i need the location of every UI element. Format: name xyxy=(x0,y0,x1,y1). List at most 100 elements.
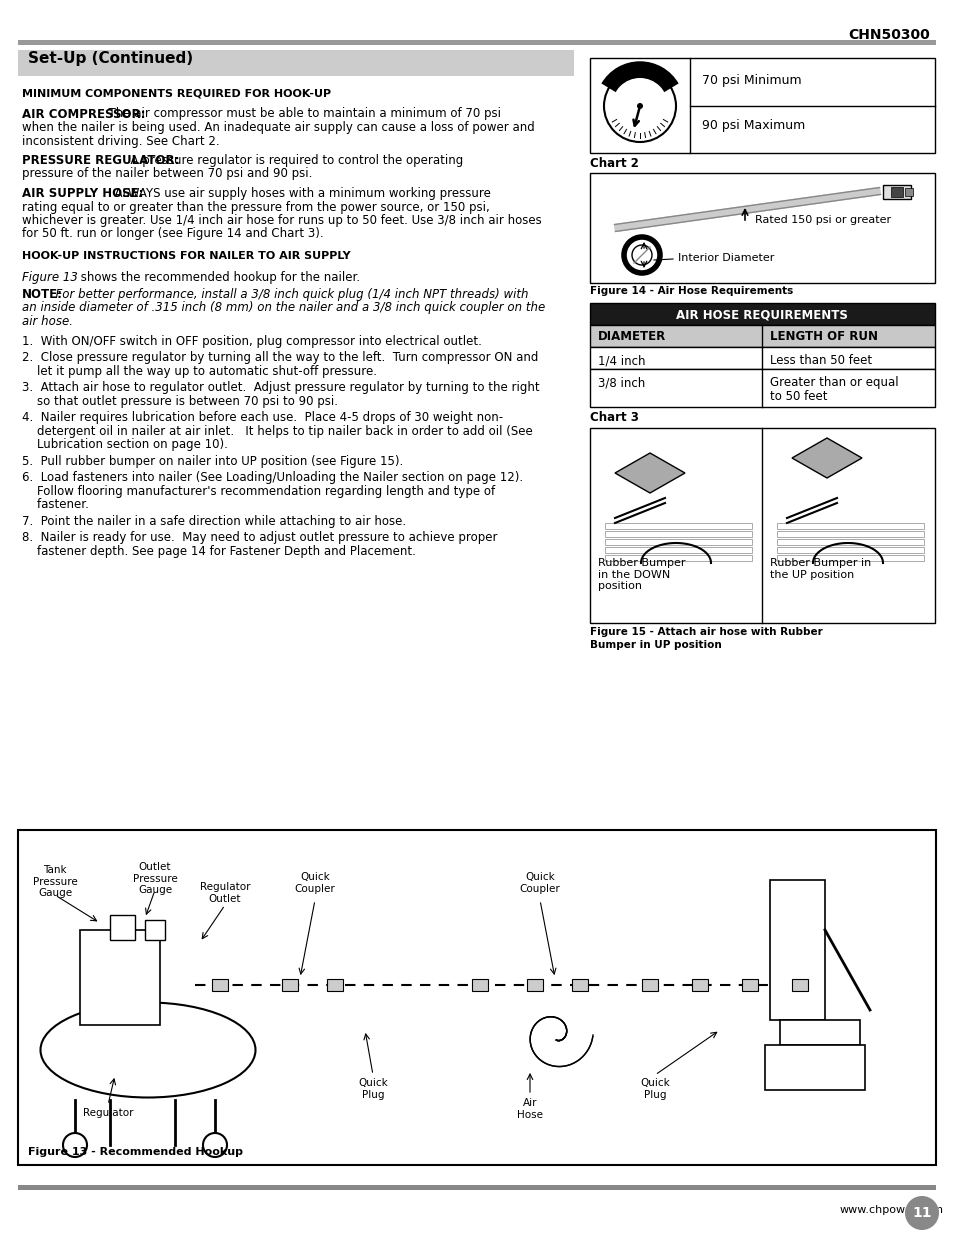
Text: 3/8 inch: 3/8 inch xyxy=(598,375,644,389)
Text: LENGTH OF RUN: LENGTH OF RUN xyxy=(769,330,877,343)
Bar xyxy=(604,522,751,529)
Text: www.chpower.com: www.chpower.com xyxy=(840,1205,943,1215)
Text: Set-Up (Continued): Set-Up (Continued) xyxy=(28,51,193,65)
Bar xyxy=(604,538,751,545)
Text: Greater than or equal: Greater than or equal xyxy=(769,375,898,389)
Text: Quick
Coupler: Quick Coupler xyxy=(519,872,559,894)
Text: Chart 2: Chart 2 xyxy=(589,157,639,170)
Text: so that outlet pressure is between 70 psi to 90 psi.: so that outlet pressure is between 70 ps… xyxy=(22,394,337,408)
Text: detergent oil in nailer at air inlet.   It helps to tip nailer back in order to : detergent oil in nailer at air inlet. It… xyxy=(22,425,532,437)
Text: 70 psi Minimum: 70 psi Minimum xyxy=(701,74,801,86)
Bar xyxy=(110,915,135,940)
Bar xyxy=(904,188,912,196)
Text: 1.  With ON/OFF switch in OFF position, plug compressor into electrical outlet.: 1. With ON/OFF switch in OFF position, p… xyxy=(22,335,481,347)
Text: Rubber Bumper in
the UP position: Rubber Bumper in the UP position xyxy=(769,558,870,579)
Bar xyxy=(776,555,923,561)
Text: fastener depth. See page 14 for Fastener Depth and Placement.: fastener depth. See page 14 for Fastener… xyxy=(22,545,416,557)
Text: for 50 ft. run or longer (see Figure 14 and Chart 3).: for 50 ft. run or longer (see Figure 14 … xyxy=(22,227,323,241)
Text: NOTE:: NOTE: xyxy=(22,288,63,301)
Circle shape xyxy=(631,245,651,266)
Text: For better performance, install a 3/8 inch quick plug (1/4 inch NPT threads) wit: For better performance, install a 3/8 in… xyxy=(49,288,529,301)
Bar xyxy=(791,979,807,990)
Text: pressure of the nailer between 70 psi and 90 psi.: pressure of the nailer between 70 psi an… xyxy=(22,168,312,180)
Bar xyxy=(604,555,751,561)
Text: Tank
Pressure
Gauge: Tank Pressure Gauge xyxy=(32,864,77,898)
Text: A pressure regulator is required to control the operating: A pressure regulator is required to cont… xyxy=(123,154,462,167)
Bar xyxy=(882,185,910,199)
Text: 3.  Attach air hose to regulator outlet.  Adjust pressure regulator by turning t: 3. Attach air hose to regulator outlet. … xyxy=(22,382,539,394)
Bar xyxy=(18,830,935,1165)
Text: Lubrication section on page 10).: Lubrication section on page 10). xyxy=(22,438,228,451)
Bar xyxy=(282,979,297,990)
Bar xyxy=(604,547,751,553)
Circle shape xyxy=(904,1195,938,1230)
Bar xyxy=(18,49,574,77)
Bar xyxy=(776,522,923,529)
Text: 6.  Load fasteners into nailer (See Loading/Unloading the Nailer section on page: 6. Load fasteners into nailer (See Loadi… xyxy=(22,471,522,484)
Bar xyxy=(589,173,934,283)
Bar xyxy=(589,369,934,408)
Text: to 50 feet: to 50 feet xyxy=(769,390,826,403)
Bar xyxy=(18,1186,935,1191)
Bar xyxy=(18,40,935,44)
Bar xyxy=(776,538,923,545)
Bar xyxy=(776,547,923,553)
Text: Figure 13 - Recommended Hookup: Figure 13 - Recommended Hookup xyxy=(28,1147,243,1157)
Bar xyxy=(589,347,934,369)
Circle shape xyxy=(603,70,676,142)
Bar xyxy=(589,58,934,153)
Circle shape xyxy=(63,1132,87,1157)
Bar xyxy=(526,979,542,990)
Text: Less than 50 feet: Less than 50 feet xyxy=(769,354,871,367)
Text: Follow flooring manufacturer's recommendation regarding length and type of: Follow flooring manufacturer's recommend… xyxy=(22,484,495,498)
Text: Regulator: Regulator xyxy=(83,1108,133,1118)
Bar xyxy=(212,979,228,990)
Bar xyxy=(776,531,923,537)
Polygon shape xyxy=(615,453,684,493)
Text: 11: 11 xyxy=(911,1207,931,1220)
Text: Figure 15 - Attach air hose with Rubber: Figure 15 - Attach air hose with Rubber xyxy=(589,627,821,637)
Bar xyxy=(691,979,707,990)
Text: Figure 14 - Air Hose Requirements: Figure 14 - Air Hose Requirements xyxy=(589,287,792,296)
Circle shape xyxy=(612,78,667,135)
Text: an inside diameter of .315 inch (8 mm) on the nailer and a 3/8 inch quick couple: an inside diameter of .315 inch (8 mm) o… xyxy=(22,301,545,315)
Bar xyxy=(764,1045,864,1091)
Bar xyxy=(327,979,343,990)
Bar xyxy=(145,920,165,940)
Text: PRESSURE REGULATOR:: PRESSURE REGULATOR: xyxy=(22,154,179,167)
Text: AIR SUPPLY HOSE:: AIR SUPPLY HOSE: xyxy=(22,186,143,200)
Circle shape xyxy=(637,103,642,109)
Bar xyxy=(589,303,934,325)
Bar xyxy=(589,429,934,622)
Text: 90 psi Maximum: 90 psi Maximum xyxy=(701,120,804,132)
Bar xyxy=(80,930,160,1025)
Bar xyxy=(589,325,934,347)
Text: The air compressor must be able to maintain a minimum of 70 psi: The air compressor must be able to maint… xyxy=(101,107,501,121)
Text: Rated 150 psi or greater: Rated 150 psi or greater xyxy=(754,215,890,225)
Text: shows the recommended hookup for the nailer.: shows the recommended hookup for the nai… xyxy=(77,270,359,284)
Text: ALWAYS use air supply hoses with a minimum working pressure: ALWAYS use air supply hoses with a minim… xyxy=(107,186,490,200)
Bar xyxy=(741,979,758,990)
Text: Quick
Plug: Quick Plug xyxy=(357,1078,388,1099)
Text: 5.  Pull rubber bumper on nailer into UP position (see Figure 15).: 5. Pull rubber bumper on nailer into UP … xyxy=(22,454,403,468)
Polygon shape xyxy=(791,438,862,478)
Bar xyxy=(780,1020,859,1045)
Text: inconsistent driving. See Chart 2.: inconsistent driving. See Chart 2. xyxy=(22,135,219,147)
Text: DIAMETER: DIAMETER xyxy=(598,330,665,343)
Bar xyxy=(572,979,587,990)
Text: let it pump all the way up to automatic shut-off pressure.: let it pump all the way up to automatic … xyxy=(22,364,376,378)
Text: CHN50300: CHN50300 xyxy=(847,28,929,42)
Ellipse shape xyxy=(40,1003,255,1098)
Text: Interior Diameter: Interior Diameter xyxy=(678,253,774,263)
Text: AIR COMPRESSOR:: AIR COMPRESSOR: xyxy=(22,107,146,121)
Bar xyxy=(472,979,488,990)
Text: 7.  Point the nailer in a safe direction while attaching to air hose.: 7. Point the nailer in a safe direction … xyxy=(22,515,406,527)
Text: Quick
Plug: Quick Plug xyxy=(639,1078,669,1099)
Text: 8.  Nailer is ready for use.  May need to adjust outlet pressure to achieve prop: 8. Nailer is ready for use. May need to … xyxy=(22,531,497,543)
Text: Air
Hose: Air Hose xyxy=(517,1098,542,1120)
Bar xyxy=(604,531,751,537)
Text: Outlet
Pressure
Gauge: Outlet Pressure Gauge xyxy=(132,862,177,895)
Text: AIR HOSE REQUIREMENTS: AIR HOSE REQUIREMENTS xyxy=(676,308,847,321)
Text: Regulator
Outlet: Regulator Outlet xyxy=(199,882,250,904)
Text: 1/4 inch: 1/4 inch xyxy=(598,354,645,367)
